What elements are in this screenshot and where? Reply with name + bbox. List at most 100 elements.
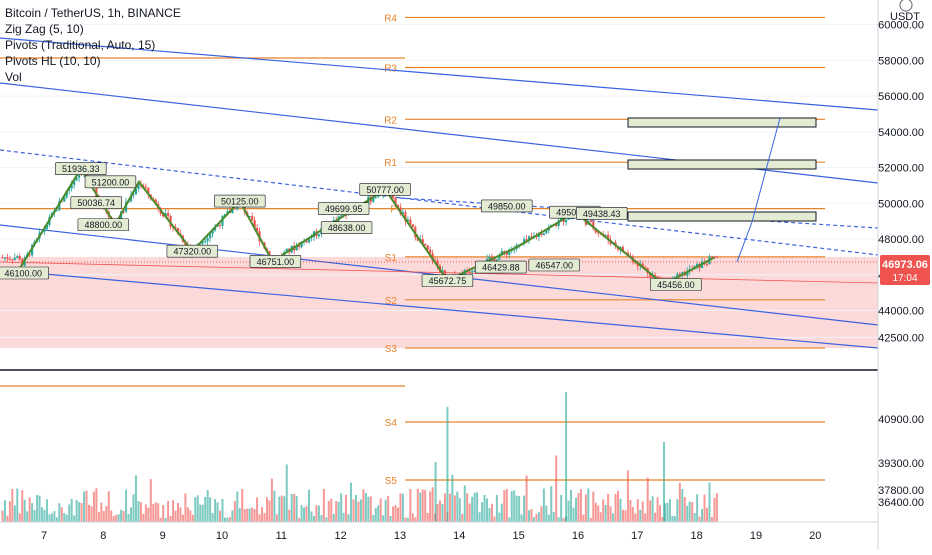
volume-bar bbox=[589, 517, 592, 522]
volume-bar bbox=[678, 482, 681, 522]
candle-body bbox=[710, 256, 714, 258]
legend-pivots[interactable]: Pivots (Traditional, Auto, 15) bbox=[5, 38, 156, 52]
volume-bar bbox=[379, 498, 382, 522]
projection-arrow bbox=[736, 117, 781, 263]
time-tick: 7 bbox=[41, 530, 47, 542]
candle-body bbox=[567, 218, 570, 220]
time-tick: 16 bbox=[572, 530, 584, 542]
legend-symbol[interactable]: Bitcoin / TetherUS, 1h, BINANCE bbox=[5, 6, 181, 20]
time-tick: 17 bbox=[631, 530, 643, 542]
volume-bar bbox=[414, 517, 417, 522]
target-box[interactable] bbox=[627, 211, 817, 222]
trend-line bbox=[0, 269, 879, 349]
volume-bar bbox=[631, 506, 634, 522]
pivot-hl-label: 46547.00 bbox=[535, 261, 573, 271]
candle-body bbox=[713, 256, 716, 258]
volume-bar bbox=[609, 506, 612, 522]
candle-body bbox=[653, 275, 657, 277]
volume-bar bbox=[621, 509, 624, 522]
volume-bar bbox=[397, 507, 400, 522]
volume-bar bbox=[303, 507, 306, 522]
volume-bar bbox=[389, 515, 392, 522]
volume-bar bbox=[169, 516, 172, 522]
volume-bar bbox=[562, 517, 565, 522]
volume-bar bbox=[456, 491, 459, 522]
volume-bar bbox=[132, 494, 135, 522]
volume-bar bbox=[503, 490, 506, 522]
volume-bar bbox=[13, 505, 16, 522]
volume-bar bbox=[251, 507, 254, 522]
volume-bar bbox=[701, 508, 704, 522]
volume-bar bbox=[387, 495, 390, 522]
candle-body bbox=[429, 249, 432, 254]
volume-bar bbox=[639, 509, 642, 522]
candle-body bbox=[493, 258, 496, 262]
volume-bar bbox=[33, 510, 36, 522]
candle-body bbox=[696, 263, 699, 267]
candle-body bbox=[644, 267, 647, 269]
candle-body bbox=[488, 256, 491, 260]
volume-bar bbox=[661, 517, 664, 522]
pivot-hl-label: 50777.00 bbox=[366, 185, 404, 195]
pivot-hl-box bbox=[84, 175, 137, 189]
candle-body bbox=[209, 233, 212, 239]
volume-bar bbox=[258, 514, 261, 522]
volume-bar bbox=[127, 513, 130, 522]
candle-body bbox=[686, 271, 689, 276]
candle-body bbox=[592, 221, 595, 229]
volume-bar bbox=[394, 505, 397, 522]
volume-bar bbox=[471, 496, 474, 522]
candle-body bbox=[255, 228, 259, 232]
volume-bar bbox=[523, 495, 526, 522]
volume-bar bbox=[300, 505, 303, 522]
volume-bar bbox=[681, 488, 684, 522]
candle-body bbox=[510, 250, 513, 252]
volume-bar bbox=[120, 509, 123, 522]
candle-body bbox=[634, 262, 637, 264]
volume-bar bbox=[6, 515, 9, 522]
candle-body bbox=[154, 199, 157, 204]
target-box[interactable] bbox=[627, 117, 817, 128]
volume-bar bbox=[298, 517, 301, 522]
volume-bar bbox=[130, 507, 133, 522]
last-price-badge[interactable] bbox=[880, 255, 930, 285]
pivot-hl-label: 46100.00 bbox=[4, 268, 42, 278]
pivot-hl-label: 46429.88 bbox=[482, 263, 520, 273]
volume-bar bbox=[448, 493, 451, 522]
volume-bar bbox=[60, 507, 63, 522]
candle-body bbox=[295, 245, 298, 251]
volume-bar bbox=[649, 500, 652, 522]
volume-bar bbox=[698, 516, 701, 522]
volume-bar bbox=[65, 514, 68, 522]
volume-bar bbox=[206, 490, 209, 522]
volume-bar bbox=[668, 499, 671, 522]
volume-bar bbox=[473, 492, 476, 522]
volume-bar bbox=[167, 500, 170, 522]
candle-body bbox=[443, 270, 447, 277]
legend-pivots-hl[interactable]: Pivots HL (10, 10) bbox=[5, 54, 101, 68]
candle-body bbox=[129, 195, 133, 202]
volume-bar bbox=[431, 487, 434, 522]
settings-icon[interactable] bbox=[899, 0, 913, 12]
target-box[interactable] bbox=[627, 159, 817, 170]
legend-vol[interactable]: Vol bbox=[5, 70, 22, 84]
candle-body bbox=[144, 186, 147, 188]
volume-bar bbox=[137, 500, 140, 522]
volume-bar bbox=[352, 499, 355, 522]
candle-body bbox=[636, 262, 639, 267]
volume-bar bbox=[508, 517, 511, 522]
volume-bar bbox=[584, 494, 587, 522]
legend-zigzag[interactable]: Zig Zag (5, 10) bbox=[5, 22, 84, 36]
volume-bar bbox=[426, 512, 429, 522]
volume-bar bbox=[273, 490, 276, 522]
volume-bar bbox=[280, 495, 283, 522]
volume-bar bbox=[594, 502, 597, 522]
volume-bar bbox=[83, 491, 86, 522]
volume-bar bbox=[144, 504, 147, 522]
candle-body bbox=[16, 256, 19, 258]
pivot-hl-box bbox=[77, 218, 130, 232]
pivot-hl-label: 49699.95 bbox=[325, 204, 363, 214]
volume-bar bbox=[117, 514, 120, 522]
